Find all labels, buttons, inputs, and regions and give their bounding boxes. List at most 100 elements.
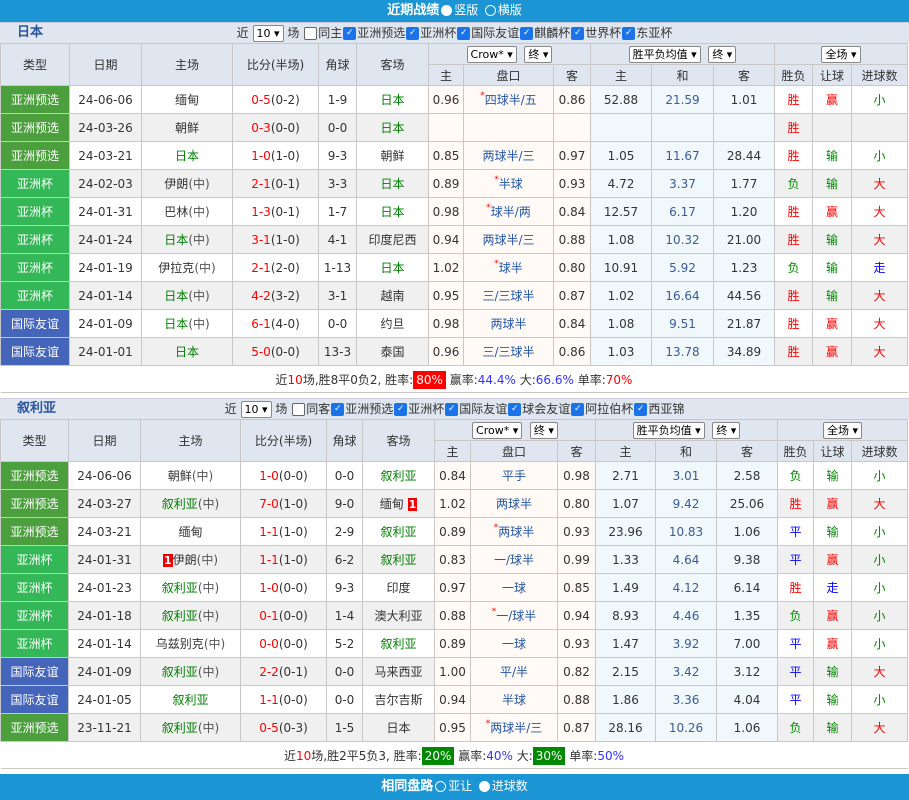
score[interactable]: 4-2(3-2) <box>232 281 319 310</box>
team-name[interactable]: 越南 <box>380 289 405 303</box>
team-name[interactable]: 澳大利亚 <box>374 609 423 623</box>
radio-asian-handicap[interactable] <box>435 781 447 792</box>
team-name[interactable]: 日本 <box>380 177 405 191</box>
competition-type[interactable]: 亚洲预选 <box>0 141 70 170</box>
score[interactable]: 0-5(0-2) <box>232 85 319 114</box>
competition-checkbox[interactable]: ✓ <box>331 403 345 416</box>
score[interactable]: 1-1(1-0) <box>240 545 327 574</box>
competition-checkbox[interactable]: ✓ <box>508 403 522 416</box>
team-name[interactable]: 吉尔吉斯 <box>374 693 423 707</box>
team-name[interactable]: 叙利亚 <box>380 525 417 539</box>
score[interactable]: 1-0(0-0) <box>240 461 327 490</box>
same-venue-checkbox[interactable] <box>304 27 318 40</box>
final-select[interactable]: 终 ▾ <box>524 45 553 63</box>
competition-type[interactable]: 亚洲杯 <box>0 601 69 630</box>
score[interactable]: 6-1(4-0) <box>232 309 319 338</box>
odds-final-select[interactable]: 终 ▾ <box>708 45 737 63</box>
team-name[interactable]: 叙利亚 <box>161 497 198 511</box>
team-name[interactable]: 约旦 <box>380 317 405 331</box>
competition-checkbox[interactable]: ✓ <box>445 403 459 416</box>
competition-type[interactable]: 亚洲杯 <box>0 281 70 310</box>
team-name[interactable]: 巴林 <box>164 205 189 219</box>
team-name[interactable]: 泰国 <box>380 345 405 359</box>
competition-type[interactable]: 亚洲杯 <box>0 253 70 282</box>
company-select[interactable]: Crow* ▾ <box>466 45 517 63</box>
company-select[interactable]: Crow* ▾ <box>472 421 523 439</box>
competition-type[interactable]: 国际友谊 <box>0 685 69 714</box>
competition-type[interactable]: 亚洲杯 <box>0 573 69 602</box>
competition-checkbox[interactable]: ✓ <box>394 403 408 416</box>
team-name[interactable]: 日本 <box>174 345 199 359</box>
team-name[interactable]: 日本 <box>164 317 189 331</box>
competition-checkbox[interactable]: ✓ <box>520 27 534 40</box>
competition-type[interactable]: 亚洲杯 <box>0 225 70 254</box>
competition-type[interactable]: 亚洲杯 <box>0 197 70 226</box>
team-name[interactable]: 叙利亚 <box>172 693 209 707</box>
team-name[interactable]: 日本 <box>380 121 405 135</box>
competition-checkbox[interactable]: ✓ <box>571 403 585 416</box>
score[interactable]: 0-5(0-3) <box>240 713 327 742</box>
team-name[interactable]: 缅甸 <box>379 497 404 511</box>
radio-goals[interactable] <box>478 781 490 792</box>
odds-type-select[interactable]: 胜平负均值 ▾ <box>632 421 705 439</box>
radio-vertical[interactable] <box>441 5 453 16</box>
team-name[interactable]: 叙利亚 <box>161 581 198 595</box>
score[interactable]: 2-2(0-1) <box>240 657 327 686</box>
team-name[interactable]: 日本 <box>164 289 189 303</box>
score[interactable]: 3-1(1-0) <box>232 225 319 254</box>
competition-checkbox[interactable]: ✓ <box>634 403 648 416</box>
score[interactable]: 0-1(0-0) <box>240 601 327 630</box>
team-name[interactable]: 日本 <box>174 149 199 163</box>
team-name[interactable]: 叙利亚 <box>380 469 417 483</box>
team-name[interactable]: 日本 <box>164 233 189 247</box>
competition-checkbox[interactable]: ✓ <box>343 27 357 40</box>
team-name[interactable]: 印度 <box>386 581 411 595</box>
team-name[interactable]: 日本 <box>380 261 405 275</box>
match-count-select[interactable]: 10 ▾ <box>252 25 284 42</box>
score[interactable]: 0-3(0-0) <box>232 113 319 142</box>
score[interactable]: 1-3(0-1) <box>232 197 319 226</box>
team-name[interactable]: 伊朗 <box>172 553 197 567</box>
competition-type[interactable]: 亚洲预选 <box>0 489 69 518</box>
odds-final-select[interactable]: 终 ▾ <box>712 421 741 439</box>
team-name[interactable]: 缅甸 <box>174 93 199 107</box>
competition-type[interactable]: 亚洲预选 <box>0 113 70 142</box>
competition-type[interactable]: 亚洲预选 <box>0 85 70 114</box>
competition-type[interactable]: 国际友谊 <box>0 657 69 686</box>
competition-type[interactable]: 亚洲杯 <box>0 169 70 198</box>
scope-select[interactable]: 全场 ▾ <box>821 45 861 63</box>
team-name[interactable]: 乌兹别克 <box>155 637 204 651</box>
team-name[interactable]: 朝鲜 <box>380 149 405 163</box>
team-name[interactable]: 日本 <box>380 205 405 219</box>
score[interactable]: 1-1(1-0) <box>240 517 327 546</box>
competition-checkbox[interactable]: ✓ <box>571 27 585 40</box>
team-name[interactable]: 印度尼西 <box>368 233 417 247</box>
competition-type[interactable]: 亚洲预选 <box>0 713 69 742</box>
competition-checkbox[interactable]: ✓ <box>457 27 471 40</box>
team-name[interactable]: 日本 <box>386 721 411 735</box>
team-name[interactable]: 叙利亚 <box>380 553 417 567</box>
competition-type[interactable]: 亚洲预选 <box>0 517 69 546</box>
competition-type[interactable]: 国际友谊 <box>0 309 70 338</box>
scope-select[interactable]: 全场 ▾ <box>822 421 863 439</box>
team-name[interactable]: 叙利亚 <box>161 721 198 735</box>
match-count-select[interactable]: 10 ▾ <box>240 401 272 418</box>
final-select[interactable]: 终 ▾ <box>529 421 558 439</box>
score[interactable]: 2-1(2-0) <box>232 253 319 282</box>
score[interactable]: 2-1(0-1) <box>232 169 319 198</box>
team-name[interactable]: 马来西亚 <box>374 665 423 679</box>
team-name[interactable]: 日本 <box>380 93 405 107</box>
competition-type[interactable]: 国际友谊 <box>0 337 70 366</box>
team-name[interactable]: 叙利亚 <box>380 637 417 651</box>
team-name[interactable]: 叙利亚 <box>161 665 198 679</box>
team-name[interactable]: 朝鲜 <box>167 469 192 483</box>
competition-type[interactable]: 亚洲杯 <box>0 545 69 574</box>
team-name[interactable]: 伊拉克 <box>158 261 195 275</box>
team-name[interactable]: 缅甸 <box>178 525 203 539</box>
competition-type[interactable]: 亚洲预选 <box>0 461 69 490</box>
team-name[interactable]: 叙利亚 <box>161 609 198 623</box>
score[interactable]: 5-0(0-0) <box>232 337 319 366</box>
team-name[interactable]: 朝鲜 <box>174 121 199 135</box>
competition-checkbox[interactable]: ✓ <box>622 27 636 40</box>
score[interactable]: 1-1(0-0) <box>240 685 327 714</box>
